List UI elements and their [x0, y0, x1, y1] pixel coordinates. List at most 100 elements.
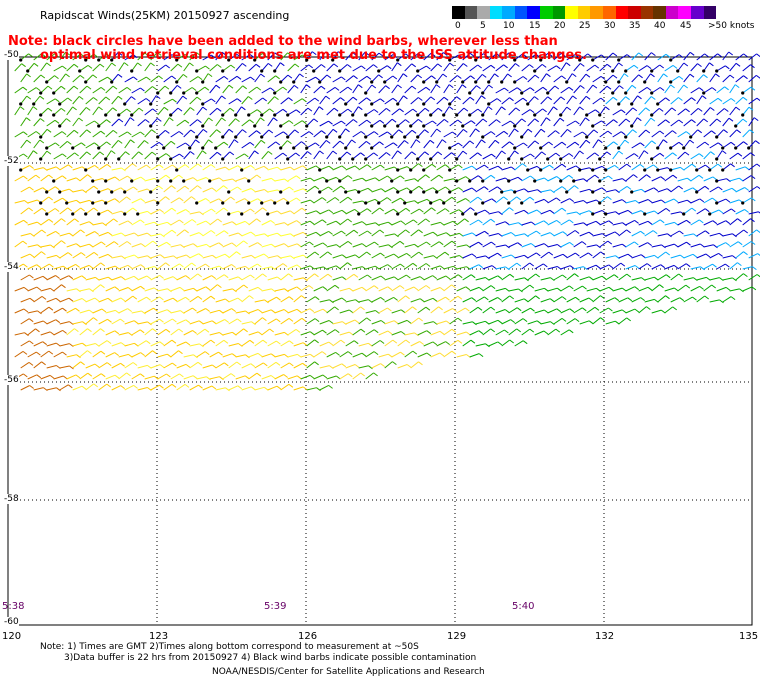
contamination-dot	[513, 146, 517, 150]
wind-barb-flag	[68, 164, 73, 169]
wind-barb-flag	[490, 306, 496, 311]
wind-barb	[748, 53, 757, 61]
wind-barb-flag	[256, 218, 261, 223]
wind-barb-flag	[507, 73, 512, 78]
contamination-dot	[234, 135, 238, 139]
wind-barb-flag	[452, 308, 457, 312]
wind-barb-flag	[425, 174, 430, 179]
wind-barb	[605, 52, 614, 61]
wind-barb-flag	[94, 297, 100, 302]
wind-barb	[495, 309, 506, 314]
wind-barb-flag	[672, 306, 678, 311]
wind-barb-flag	[107, 76, 112, 81]
wind-barb-flag	[93, 97, 98, 101]
wind-barb	[352, 200, 363, 204]
wind-barb-flag	[131, 96, 136, 100]
wind-barb	[573, 150, 581, 160]
wind-barb-flag	[289, 210, 295, 215]
wind-barb	[40, 150, 48, 160]
wind-barb-flag	[451, 152, 456, 157]
wind-barb-flag	[574, 273, 579, 278]
wind-barb-flag	[190, 151, 195, 155]
wind-barb-flag	[561, 317, 567, 322]
wind-barb	[59, 384, 69, 391]
contamination-dot	[468, 179, 472, 183]
contamination-dot	[26, 69, 30, 73]
wind-barb-flag	[483, 296, 489, 301]
wind-barb-flag	[452, 131, 457, 136]
wind-barb	[573, 222, 584, 226]
wind-barb-flag	[647, 242, 653, 247]
wind-barb-flag	[361, 286, 367, 291]
wind-barb-flag	[379, 340, 385, 344]
wind-barb	[748, 117, 755, 127]
wind-barb	[625, 174, 634, 182]
wind-barb-flag	[93, 53, 99, 58]
wind-barb	[514, 233, 525, 237]
wind-barb	[378, 330, 389, 336]
wind-barb-flag	[192, 177, 198, 182]
wind-barb-flag	[742, 96, 748, 101]
wind-barb-flag	[569, 198, 575, 203]
contamination-dot	[214, 146, 218, 150]
wind-barb-flag	[698, 219, 704, 224]
wind-barb	[482, 285, 492, 292]
wind-barb-flag	[482, 118, 488, 123]
wind-barb	[313, 242, 324, 248]
wind-barb-flag	[374, 241, 379, 246]
wind-barb-flag	[432, 275, 438, 280]
wind-barb	[105, 130, 114, 138]
wind-barb-flag	[262, 97, 268, 102]
wind-barb-flag	[152, 108, 157, 113]
wind-barb-flag	[448, 106, 454, 110]
wind-barb	[98, 188, 109, 193]
wind-barb	[332, 276, 343, 281]
wind-barb-flag	[80, 361, 85, 366]
wind-barb	[696, 208, 706, 215]
wind-barb-flag	[602, 233, 607, 238]
wind-barb-flag	[529, 87, 535, 92]
wind-barb	[371, 119, 381, 127]
wind-barb	[46, 98, 56, 105]
contamination-dot	[338, 179, 342, 183]
wind-barb-flag	[569, 241, 574, 246]
wind-barb-flag	[313, 118, 319, 123]
wind-barb-flag	[426, 330, 432, 335]
wind-barb-flag	[264, 299, 269, 304]
wind-barb	[566, 273, 575, 281]
wind-barb	[196, 86, 206, 94]
colorbar-label: 45	[680, 21, 692, 31]
wind-barb	[228, 186, 238, 193]
wind-barb	[202, 54, 212, 61]
wind-barb	[612, 199, 623, 204]
wind-barb	[677, 131, 687, 138]
wind-barb	[228, 297, 239, 303]
wind-barb	[124, 54, 134, 61]
wind-barb	[358, 141, 367, 149]
wind-barb	[449, 164, 459, 171]
wind-barb	[280, 233, 291, 237]
wind-barb	[59, 343, 70, 347]
wind-barb-flag	[542, 86, 548, 91]
wind-barb	[586, 64, 596, 72]
wind-barb	[436, 139, 443, 149]
wind-barb-flag	[107, 297, 113, 302]
wind-barb	[33, 275, 44, 281]
contamination-dot	[364, 113, 368, 117]
wind-barb	[378, 307, 388, 314]
wind-barb-flag	[172, 297, 178, 302]
wind-barb	[573, 178, 584, 182]
wind-barb-flag	[536, 230, 541, 235]
wind-barb-flag	[197, 273, 202, 278]
wind-barb	[53, 265, 64, 270]
wind-barb	[644, 140, 653, 149]
wind-barb-flag	[626, 163, 632, 168]
wind-barb	[267, 75, 276, 83]
colorbar-label: 15	[529, 21, 541, 31]
wind-barb-flag	[608, 286, 614, 291]
wind-barb	[319, 273, 329, 281]
wind-barb-flag	[561, 141, 567, 146]
wind-barb-flag	[509, 207, 514, 212]
wind-barb	[79, 243, 90, 248]
wind-barb	[527, 230, 537, 237]
